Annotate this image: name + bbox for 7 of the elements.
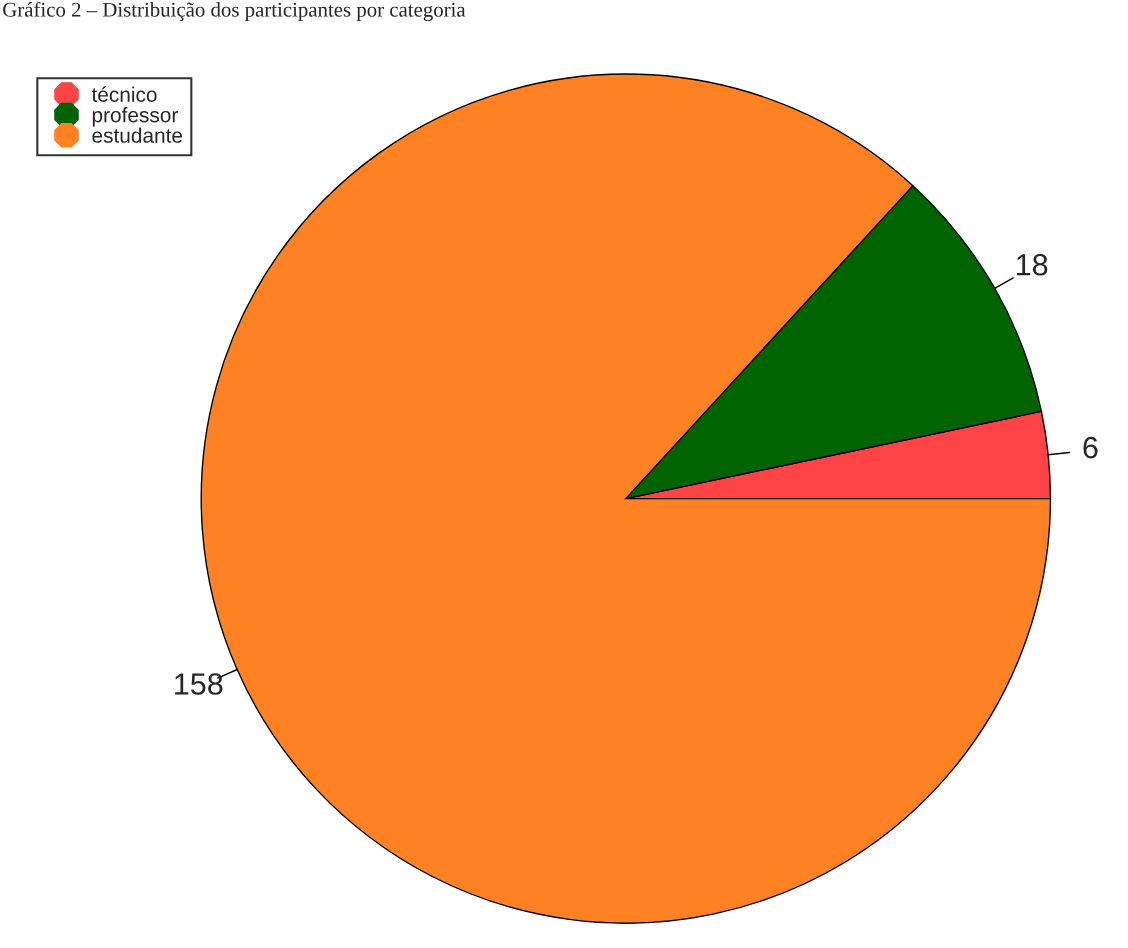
- legend-label: professor: [92, 107, 178, 127]
- chart-title: Gráfico 2 – Distribuição dos participantes por categoria: [3, 1, 466, 22]
- data-label: 6: [1083, 436, 1098, 459]
- data-label: 158: [175, 673, 223, 695]
- legend-label: estudante: [92, 127, 183, 143]
- data-label: 18: [1017, 253, 1048, 276]
- legend-label: técnico: [91, 86, 157, 102]
